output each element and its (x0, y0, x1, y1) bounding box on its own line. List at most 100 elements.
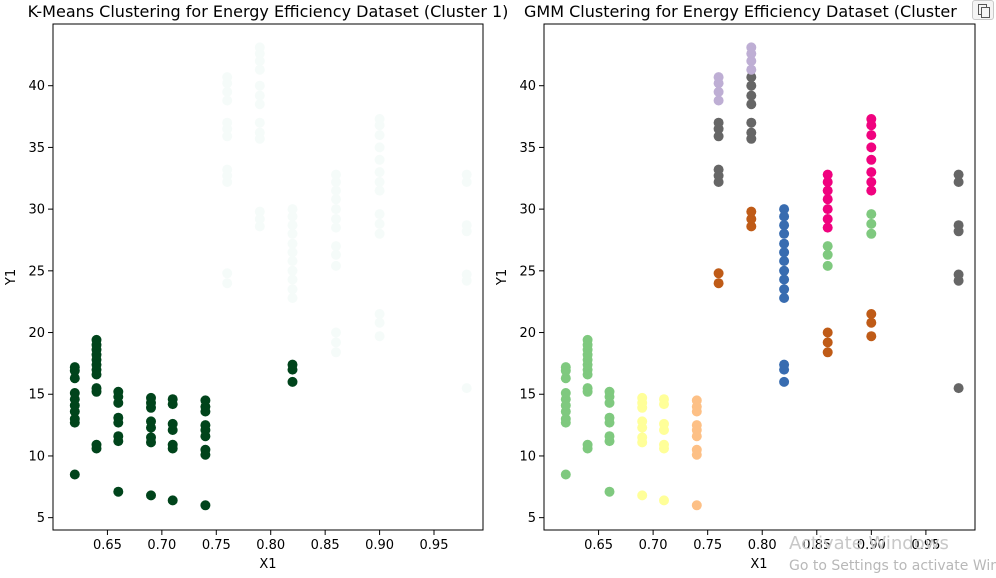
watermark-subtitle: Go to Settings to activate Wind (789, 558, 996, 574)
kmeans-x-tick-label: 0.95 (420, 538, 449, 553)
watermark-title: Activate Windows (789, 533, 949, 554)
gmm-point (582, 383, 593, 394)
kmeans-point (374, 130, 385, 141)
gmm-x-tick-label: 0.65 (584, 538, 613, 553)
gmm-point (604, 486, 615, 497)
gmm-point (560, 469, 571, 480)
gmm-point (746, 127, 757, 138)
gmm-x-tick-label: 0.85 (802, 538, 831, 553)
gmm-point (953, 220, 964, 231)
kmeans-point (287, 228, 298, 239)
kmeans-point (287, 265, 298, 276)
kmeans-point (287, 376, 298, 387)
kmeans-point (331, 222, 341, 233)
kmeans-point (69, 373, 80, 384)
kmeans-point (222, 131, 233, 142)
gmm-point (866, 218, 877, 229)
gmm-point (746, 56, 757, 66)
gmm-y-ticks: 5 10 15 20 25 30 35 40 (519, 79, 544, 526)
gmm-point (604, 412, 615, 423)
kmeans-point (374, 154, 385, 165)
kmeans-point (287, 238, 298, 249)
copy-icon[interactable] (972, 0, 994, 20)
gmm-point (713, 95, 724, 106)
gmm-point (866, 228, 877, 239)
gmm-point (779, 204, 790, 215)
gmm-point (637, 392, 648, 403)
kmeans-point (146, 392, 156, 403)
gmm-point (866, 154, 877, 165)
kmeans-point (222, 278, 233, 289)
kmeans-point (461, 383, 472, 394)
kmeans-point (374, 177, 385, 187)
kmeans-ylabel: Y1 (4, 269, 19, 286)
kmeans-point (374, 209, 385, 220)
gmm-point (746, 206, 757, 217)
kmeans-point (287, 256, 298, 266)
gmm-point (822, 177, 833, 187)
gmm-ylabel: Y1 (495, 269, 510, 286)
kmeans-point (331, 214, 341, 224)
gmm-point (560, 413, 571, 424)
kmeans-point (113, 431, 124, 442)
kmeans-point (113, 386, 124, 397)
gmm-point (713, 117, 724, 128)
gmm-point (953, 269, 964, 280)
kmeans-point (69, 362, 80, 373)
kmeans-point (146, 490, 156, 501)
gmm-point (582, 334, 593, 345)
gmm-panel: GMM Clustering for Energy Efficiency Dat… (495, 2, 976, 572)
kmeans-point (69, 413, 80, 424)
gmm-xlabel: X1 (750, 557, 767, 572)
gmm-x-tick-label: 0.75 (693, 538, 722, 553)
gmm-point (822, 204, 833, 215)
gmm-points (560, 42, 964, 511)
gmm-point (637, 432, 648, 443)
gmm-y-tick-label: 30 (519, 203, 536, 218)
kmeans-point (374, 185, 385, 196)
kmeans-y-tick-label: 30 (28, 203, 45, 218)
gmm-point (822, 260, 833, 271)
gmm-point (713, 86, 724, 97)
gmm-point (953, 169, 964, 180)
kmeans-point (331, 185, 341, 196)
gmm-point (822, 185, 833, 196)
kmeans-y-tick-label: 40 (28, 79, 45, 94)
kmeans-point (91, 334, 102, 345)
kmeans-point (331, 347, 341, 358)
kmeans-point (222, 164, 233, 175)
kmeans-point (222, 72, 233, 83)
kmeans-point (200, 420, 211, 431)
gmm-point (691, 395, 702, 406)
kmeans-point (222, 86, 233, 97)
kmeans-point (167, 439, 178, 450)
kmeans-point (254, 64, 265, 75)
gmm-point (822, 169, 833, 180)
kmeans-point (374, 114, 385, 124)
kmeans-point (91, 439, 102, 450)
kmeans-point (287, 293, 298, 303)
gmm-y-tick-label: 25 (519, 264, 536, 279)
kmeans-x-tick-label: 0.75 (202, 538, 231, 553)
gmm-y-tick-label: 15 (519, 388, 536, 403)
kmeans-point (200, 500, 211, 511)
kmeans-point (287, 359, 298, 370)
gmm-point (560, 362, 571, 373)
kmeans-panel: K-Means Clustering for Energy Efficiency… (4, 2, 508, 572)
kmeans-y-ticks: 5 10 15 20 25 30 35 40 (28, 79, 53, 526)
kmeans-point (167, 495, 178, 506)
gmm-point (866, 185, 877, 196)
gmm-point (779, 228, 790, 239)
kmeans-point (287, 220, 298, 231)
gmm-y-tick-label: 35 (519, 141, 536, 156)
gmm-point (822, 214, 833, 224)
gmm-point (866, 114, 877, 124)
kmeans-point (331, 260, 341, 271)
kmeans-point (146, 416, 156, 427)
gmm-point (953, 177, 964, 187)
gmm-point (822, 249, 833, 260)
gmm-point (866, 317, 877, 328)
kmeans-point (113, 412, 124, 423)
kmeans-point (254, 90, 265, 101)
